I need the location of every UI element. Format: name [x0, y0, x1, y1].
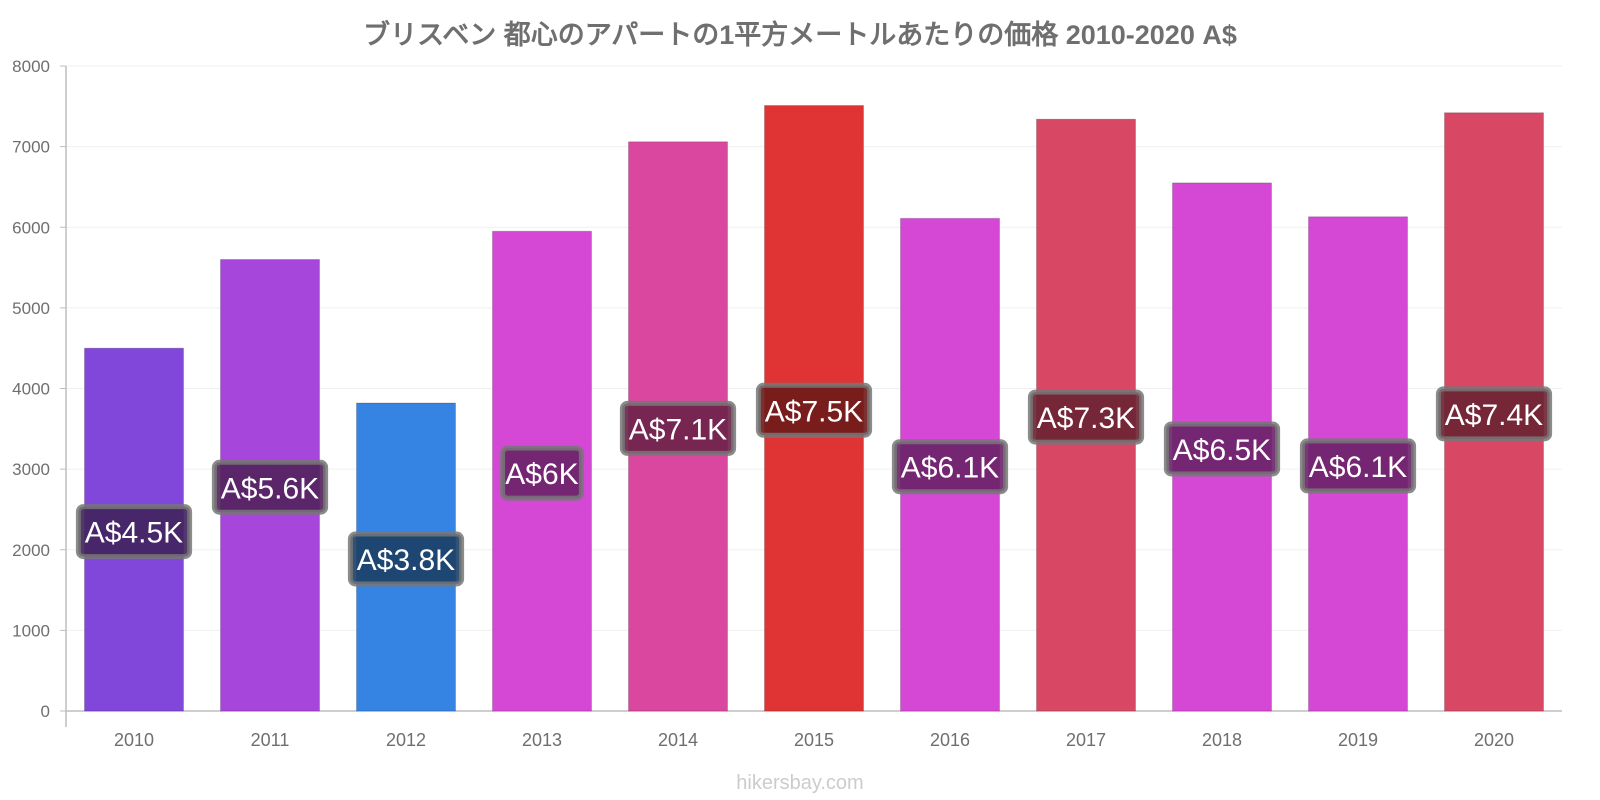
axes: 0 1000 2000 3000 4000 5000 6000 7000 8000 2010 201…: [12, 57, 1562, 750]
data-labels: A$4.5K A$5.6K A$3.8K A$6K A$7.1K A$7.5K A$6.1K…: [75, 382, 1553, 587]
watermark: hikersbay.com: [736, 772, 863, 794]
data-label-2018: A$6.5K: [1163, 421, 1281, 477]
data-label-2015: A$7.5K: [755, 382, 873, 438]
y-tick-label: 8000: [12, 57, 50, 76]
y-tick-label: 1000: [12, 621, 50, 640]
data-label-box: [75, 504, 193, 560]
x-tick-label: 2011: [251, 730, 290, 750]
x-tick-label: 2019: [1338, 730, 1378, 750]
y-tick-label: 6000: [12, 218, 50, 237]
data-label-text: A$7.3K: [1037, 402, 1135, 435]
data-label-box: [1163, 421, 1281, 477]
data-label-text: A$6.1K: [1309, 451, 1407, 484]
x-tick-label: 2016: [930, 730, 970, 750]
data-label-2014: A$7.1K: [619, 400, 737, 456]
data-label-text: A$4.5K: [85, 517, 183, 550]
y-tick-label: 0: [41, 702, 50, 721]
data-label-box: [619, 400, 737, 456]
data-label-2016: A$6.1K: [891, 439, 1009, 495]
y-tick-label: 4000: [12, 380, 50, 399]
x-tick-label: 2013: [522, 730, 562, 750]
x-tick-label: 2015: [794, 730, 834, 750]
data-label-box: [891, 439, 1009, 495]
data-label-text: A$6.5K: [1173, 434, 1271, 467]
data-label-box: [1299, 438, 1417, 494]
data-label-box: [500, 445, 584, 501]
data-label-box: [1027, 389, 1145, 445]
y-tick-label: 3000: [12, 460, 50, 479]
x-tick-label: 2020: [1474, 730, 1514, 750]
data-label-2012: A$3.8K: [347, 531, 465, 587]
data-label-text: A$7.4K: [1445, 399, 1543, 432]
data-label-text: A$6K: [505, 458, 578, 491]
x-tick-label: 2017: [1066, 730, 1106, 750]
y-tick-label: 2000: [12, 541, 50, 560]
data-label-2010: A$4.5K: [75, 504, 193, 560]
data-label-2017: A$7.3K: [1027, 389, 1145, 445]
data-label-2019: A$6.1K: [1299, 438, 1417, 494]
chart-title: ブリスベン 都心のアパートの1平方メートルあたりの価格 2010-2020 A$: [363, 19, 1237, 50]
data-label-box: [211, 459, 329, 515]
x-tick-label: 2012: [386, 730, 426, 750]
data-label-box: [347, 531, 465, 587]
data-label-text: A$6.1K: [901, 452, 999, 485]
data-label-2011: A$5.6K: [211, 459, 329, 515]
x-tick-label: 2018: [1202, 730, 1242, 750]
data-label-text: A$7.5K: [765, 395, 863, 428]
data-label-text: A$3.8K: [357, 544, 455, 577]
x-tick-label: 2010: [114, 730, 154, 750]
data-label-2013: A$6K: [500, 445, 584, 501]
data-label-text: A$5.6K: [221, 472, 319, 505]
y-tick-label: 7000: [12, 138, 50, 157]
data-label-text: A$7.1K: [629, 413, 727, 446]
data-label-2020: A$7.4K: [1435, 386, 1553, 442]
x-tick-label: 2014: [658, 730, 698, 750]
data-label-box: [755, 382, 873, 438]
y-tick-label: 5000: [12, 299, 50, 318]
data-label-box: [1435, 386, 1553, 442]
